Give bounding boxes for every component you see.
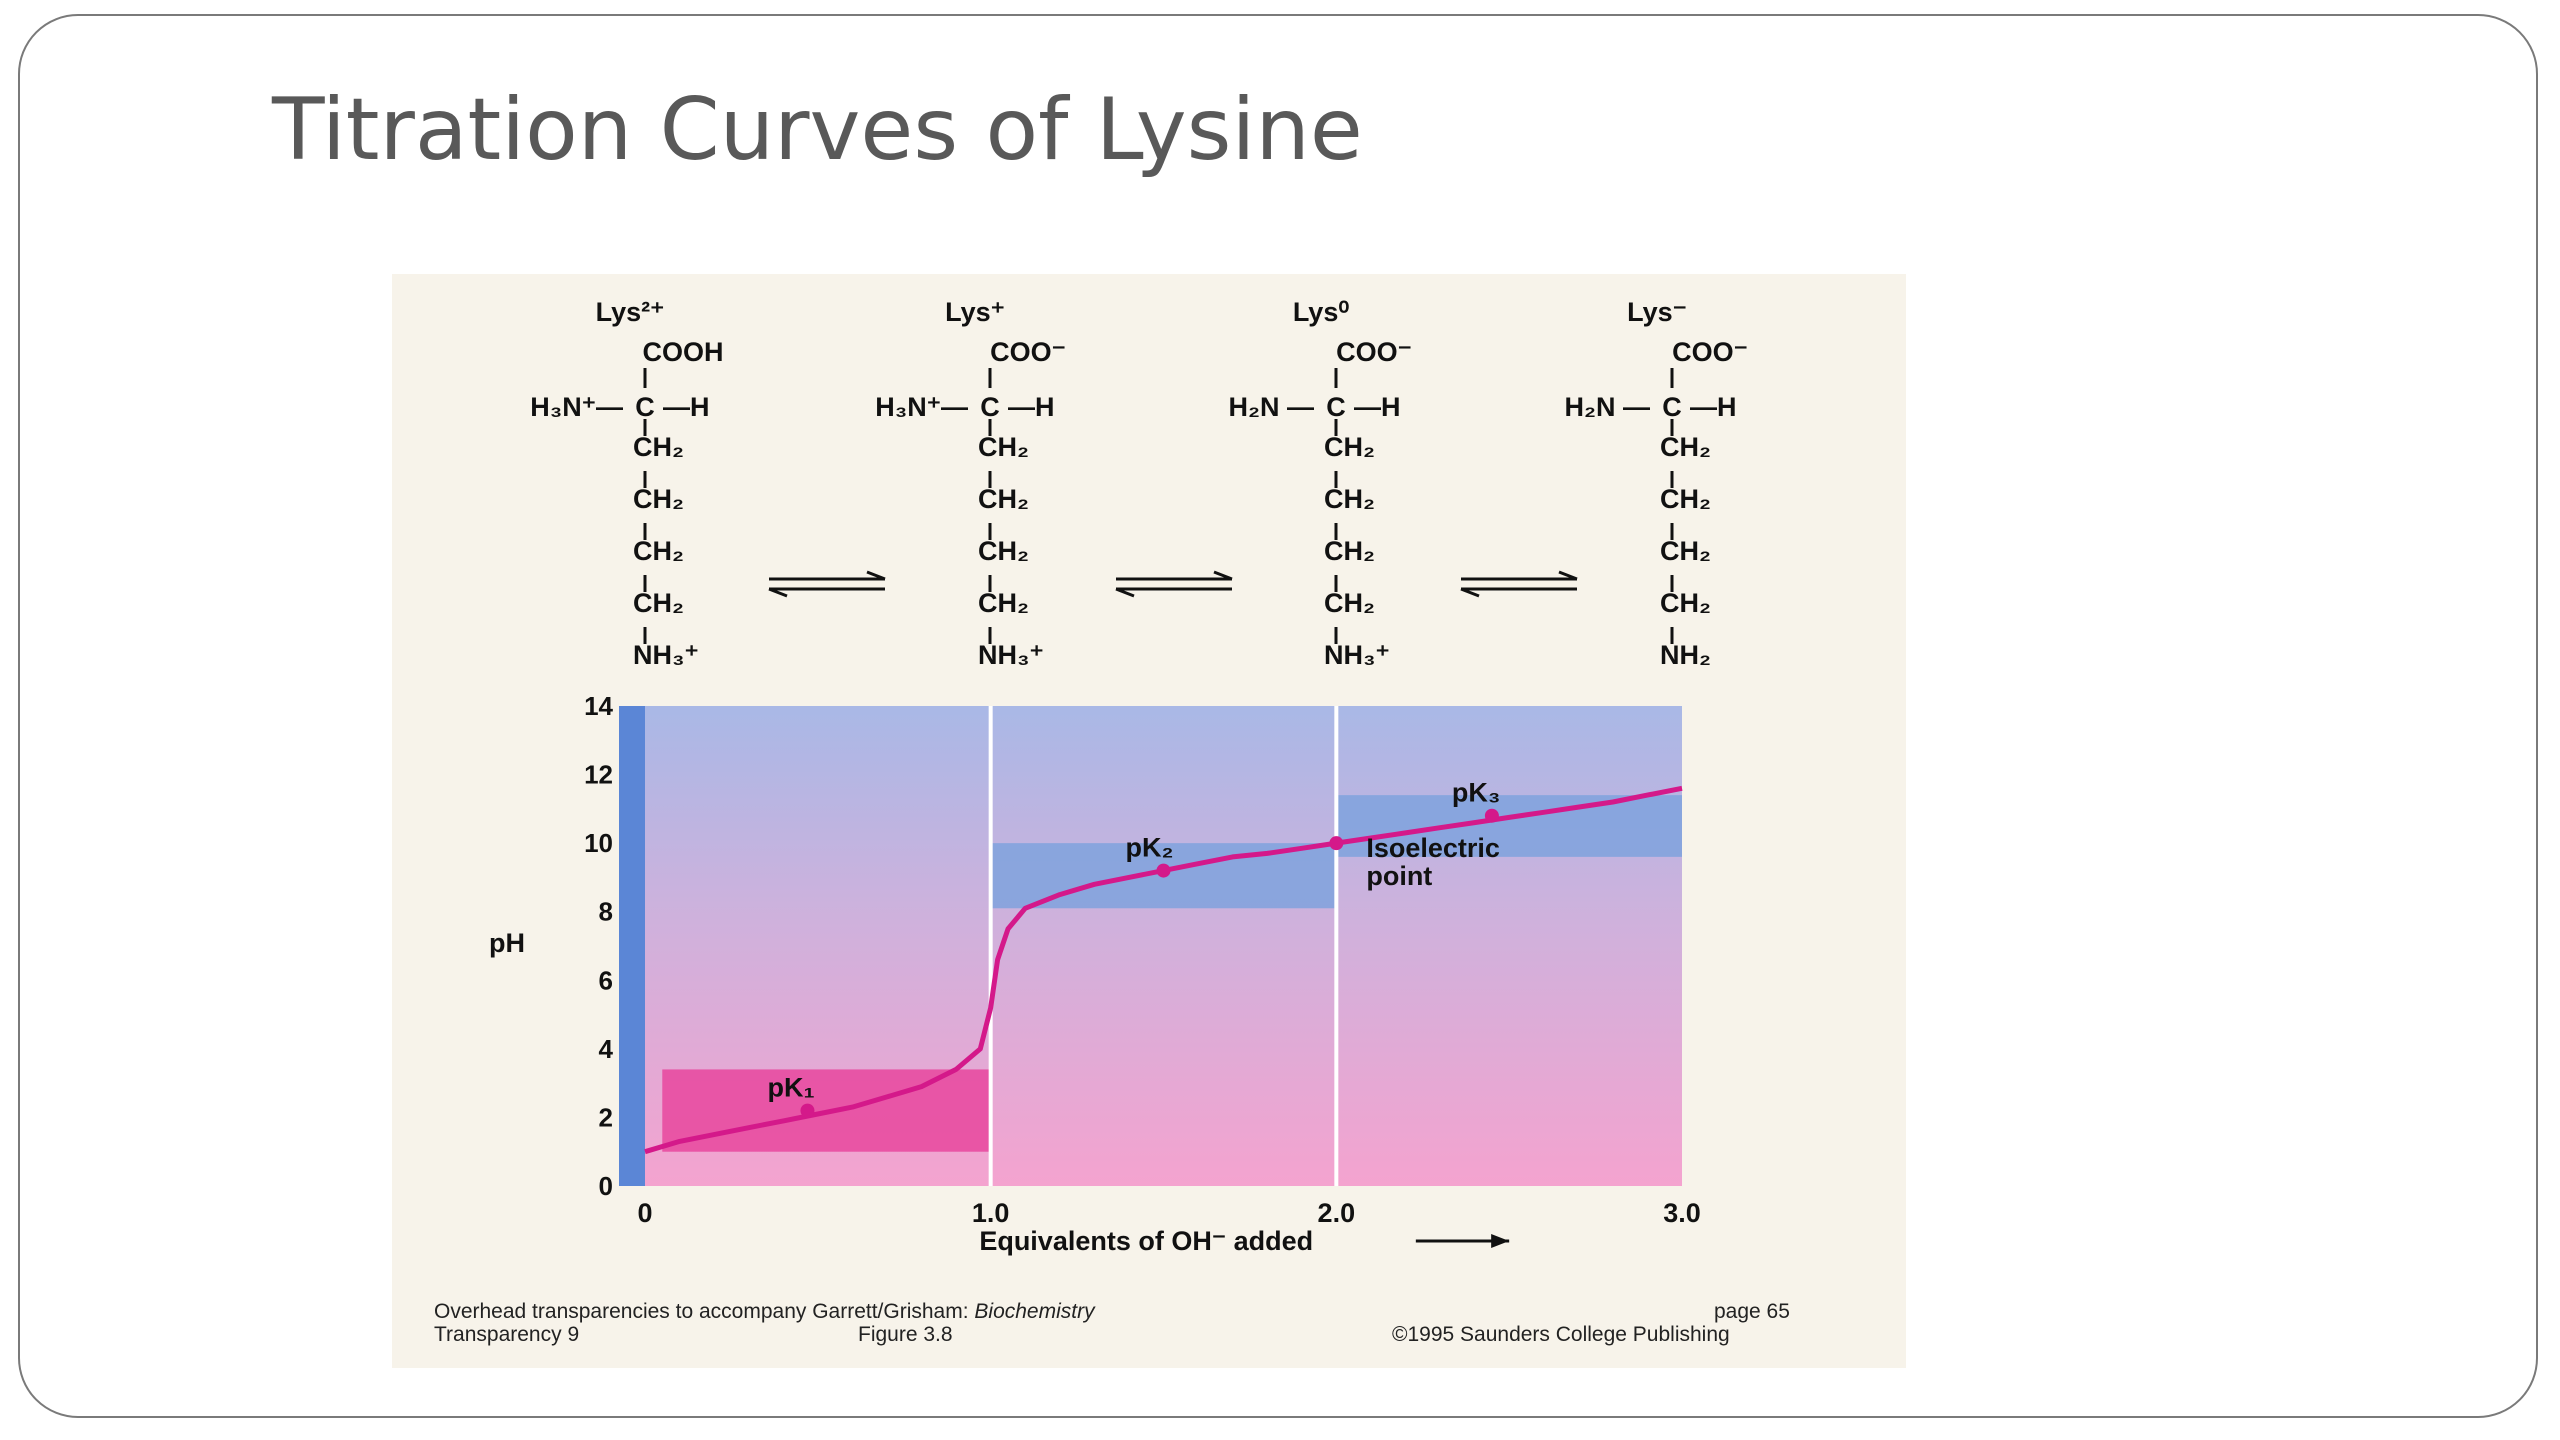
species-name: Lys⁰: [1293, 297, 1350, 327]
forward-arrowhead: [1213, 570, 1233, 581]
footer-copyright: ©1995 Saunders College Publishing: [1392, 1323, 1730, 1346]
forward-arrowhead: [1558, 570, 1578, 581]
amino-group: H₂N —: [1565, 392, 1651, 422]
methylene-group: CH₂: [978, 536, 1029, 566]
hydrogen: —H: [1008, 392, 1055, 422]
alpha-carbon: C: [1326, 392, 1346, 422]
methylene-group: CH₂: [1660, 536, 1711, 566]
methylene-group: CH₂: [978, 432, 1029, 462]
methylene-group: CH₂: [1660, 484, 1711, 514]
point-3: [1329, 836, 1344, 851]
amino-group: H₂N —: [1229, 392, 1315, 422]
hydrogen: —H: [663, 392, 710, 422]
methylene-group: CH₂: [978, 484, 1029, 514]
footer-transparency: Transparency 9: [434, 1323, 580, 1346]
methylene-group: CH₂: [978, 588, 1029, 618]
reverse-arrowhead: [1115, 587, 1135, 598]
lysine-species-structures: Lys²⁺ COOH C H₃N⁺— —H CH₂ CH₂ CH₂ CH₂ NH₃⁺ Lys⁺ COO…: [530, 297, 1748, 670]
methylene-group: CH₂: [1324, 432, 1375, 462]
equilibrium-arrow-3: [1460, 570, 1578, 598]
side-chain-amine: NH₂: [1660, 640, 1711, 670]
carboxyl-group: COO⁻: [1336, 337, 1412, 367]
point-1: [800, 1103, 815, 1118]
reverse-arrowhead: [768, 587, 788, 598]
y-tick-label: 14: [584, 691, 613, 721]
point-2: [1156, 863, 1171, 878]
methylene-group: CH₂: [633, 432, 684, 462]
x-axis-arrowhead: [1491, 1234, 1510, 1248]
y-tick-label: 4: [599, 1034, 614, 1064]
species-name: Lys²⁺: [596, 297, 665, 327]
hydrogen: —H: [1690, 392, 1737, 422]
y-axis-label: pH: [489, 928, 525, 958]
methylene-group: CH₂: [1324, 484, 1375, 514]
slide-title: Titration Curves of Lysine: [272, 80, 1363, 180]
methylene-group: CH₂: [1324, 588, 1375, 618]
reverse-arrowhead: [1460, 587, 1480, 598]
amino-group: H₃N⁺—: [875, 392, 968, 422]
isoelectric-label-line1: Isoelectric: [1366, 833, 1500, 863]
species-name: Lys⁻: [1627, 297, 1687, 327]
pk1-label: pK₁: [767, 1073, 814, 1103]
y-tick-label: 6: [599, 965, 613, 995]
methylene-group: CH₂: [633, 588, 684, 618]
methylene-group: CH₂: [1660, 432, 1711, 462]
x-tick-label: 0: [637, 1198, 652, 1228]
side-chain-amine: NH₃⁺: [978, 640, 1044, 670]
carboxyl-group: COO⁻: [1672, 337, 1748, 367]
footer-page: page 65: [1714, 1300, 1790, 1323]
point-4: [1484, 808, 1499, 823]
equilibrium-arrow-2: [1115, 570, 1233, 598]
x-tick-label: 1.0: [972, 1198, 1010, 1228]
species-2: Lys⁺ COO⁻ C H₃N⁺— —H CH₂ CH₂ CH₂ CH₂ NH₃⁺: [875, 297, 1066, 670]
forward-arrowhead: [866, 570, 886, 581]
side-chain-amine: NH₃⁺: [633, 640, 699, 670]
y-tick-label: 0: [599, 1171, 613, 1201]
y-tick-label: 12: [584, 760, 613, 790]
equilibrium-arrows: [768, 570, 1578, 598]
species-name: Lys⁺: [945, 297, 1005, 327]
carboxyl-group: COO⁻: [990, 337, 1066, 367]
y-axis-bar: [619, 706, 645, 1186]
y-tick-label: 10: [584, 828, 613, 858]
x-axis-label: Equivalents of OH⁻ added: [979, 1226, 1313, 1256]
y-tick-label: 8: [599, 897, 613, 927]
species-1: Lys²⁺ COOH C H₃N⁺— —H CH₂ CH₂ CH₂ CH₂ NH₃⁺: [530, 297, 723, 670]
footer-source: Overhead transparencies to accompany Gar…: [434, 1300, 1095, 1323]
alpha-carbon: C: [635, 392, 655, 422]
amino-group: H₃N⁺—: [530, 392, 623, 422]
carboxyl-group: COOH: [643, 337, 724, 367]
y-tick-label: 2: [599, 1102, 613, 1132]
alpha-carbon: C: [1662, 392, 1682, 422]
x-tick-label: 3.0: [1663, 1198, 1701, 1228]
buffer-band-3: [1336, 795, 1682, 857]
isoelectric-label-line2: point: [1366, 861, 1432, 891]
side-chain-amine: NH₃⁺: [1324, 640, 1390, 670]
species-4: Lys⁻ COO⁻ C H₂N — —H CH₂ CH₂ CH₂ CH₂ NH₂: [1565, 297, 1748, 670]
x-tick-label: 2.0: [1318, 1198, 1356, 1228]
figure-panel: Lys²⁺ COOH C H₃N⁺— —H CH₂ CH₂ CH₂ CH₂ NH₃⁺ Lys⁺ COO…: [392, 274, 1906, 1368]
methylene-group: CH₂: [1324, 536, 1375, 566]
alpha-carbon: C: [980, 392, 1000, 422]
methylene-group: CH₂: [633, 484, 684, 514]
methylene-group: CH₂: [1660, 588, 1711, 618]
footer-figure: Figure 3.8: [858, 1323, 953, 1346]
hydrogen: —H: [1354, 392, 1401, 422]
pk2-label: pK₂: [1126, 833, 1174, 863]
pk3-label: pK₃: [1452, 778, 1500, 808]
species-3: Lys⁰ COO⁻ C H₂N — —H CH₂ CH₂ CH₂ CH₂ NH₃⁺: [1229, 297, 1412, 670]
lysine-titration-figure: Lys²⁺ COOH C H₃N⁺— —H CH₂ CH₂ CH₂ CH₂ NH₃⁺ Lys⁺ COO…: [489, 297, 1748, 1256]
equilibrium-arrow-1: [768, 570, 886, 598]
methylene-group: CH₂: [633, 536, 684, 566]
